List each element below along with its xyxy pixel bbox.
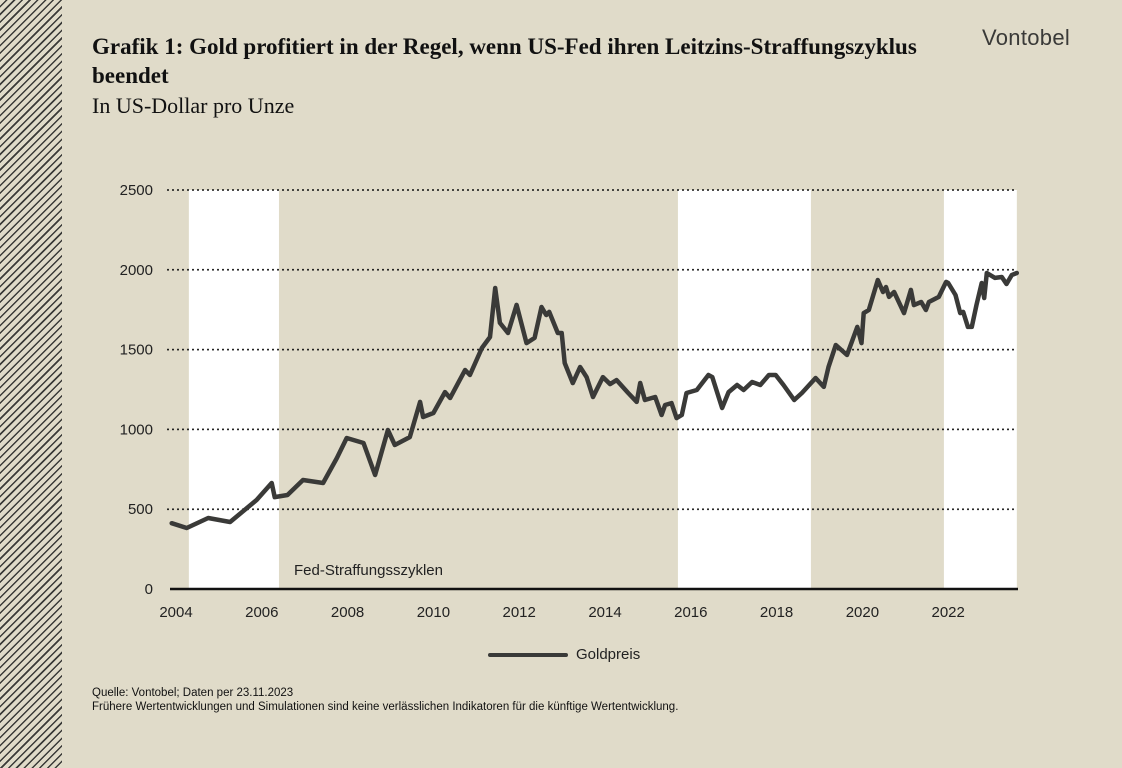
tightening-band	[943, 190, 1017, 589]
y-tick-label: 2500	[120, 182, 153, 199]
vontobel-logo: Vontobel	[982, 25, 1071, 50]
tightening-band	[188, 190, 279, 589]
x-tick-label: 2014	[588, 604, 621, 621]
band-label: Fed-Straffungsszyklen	[294, 562, 443, 579]
chart-title: Grafik 1: Gold profitiert in der Regel, …	[92, 34, 917, 88]
x-tick-label: 2008	[331, 604, 364, 621]
x-tick-label: 2020	[846, 604, 879, 621]
source-note: Quelle: Vontobel; Daten per 23.11.2023	[92, 687, 294, 699]
legend: Goldpreis	[488, 646, 640, 663]
y-tick-label: 1000	[120, 421, 153, 438]
y-tick-label: 0	[145, 581, 153, 598]
x-tick-label: 2010	[417, 604, 450, 621]
footnote: Quelle: Vontobel; Daten per 23.11.2023 F…	[92, 686, 678, 714]
x-tick-label: 2012	[503, 604, 536, 621]
hatched-margin	[0, 0, 62, 768]
legend-label-goldpreis: Goldpreis	[576, 646, 641, 663]
goldpreis-line	[169, 270, 1020, 531]
y-tick-label: 2000	[120, 262, 153, 279]
y-tick-label: 1500	[120, 342, 153, 359]
chart-subtitle: In US-Dollar pro Unze	[92, 93, 295, 118]
x-tick-label: 2016	[674, 604, 707, 621]
legend-swatch-goldpreis	[488, 652, 568, 657]
x-tick-label: 2006	[245, 604, 278, 621]
x-tick-label: 2018	[760, 604, 793, 621]
y-tick-label: 500	[128, 501, 153, 518]
x-tick-label: 2004	[159, 604, 192, 621]
x-tick-label: 2022	[932, 604, 965, 621]
disclaimer: Frühere Wertentwicklungen und Simulation…	[92, 701, 679, 713]
